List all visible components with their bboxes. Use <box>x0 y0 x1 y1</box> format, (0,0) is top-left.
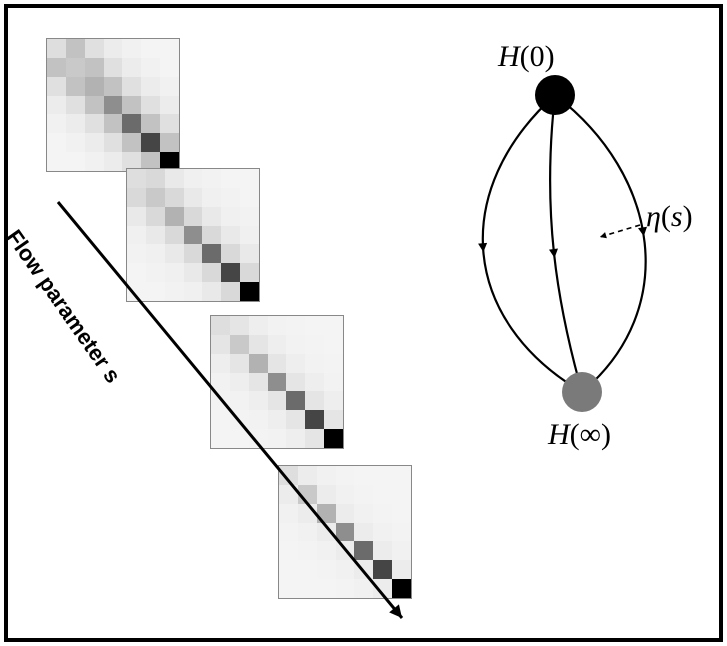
matrix-step <box>46 38 180 172</box>
matrix-step <box>210 315 344 449</box>
label-eta: η(s) <box>646 200 693 234</box>
label-Hinf: H(∞) <box>548 418 611 452</box>
label-H0: H(0) <box>498 40 555 74</box>
matrix-step <box>126 168 260 302</box>
matrix-step <box>278 465 412 599</box>
